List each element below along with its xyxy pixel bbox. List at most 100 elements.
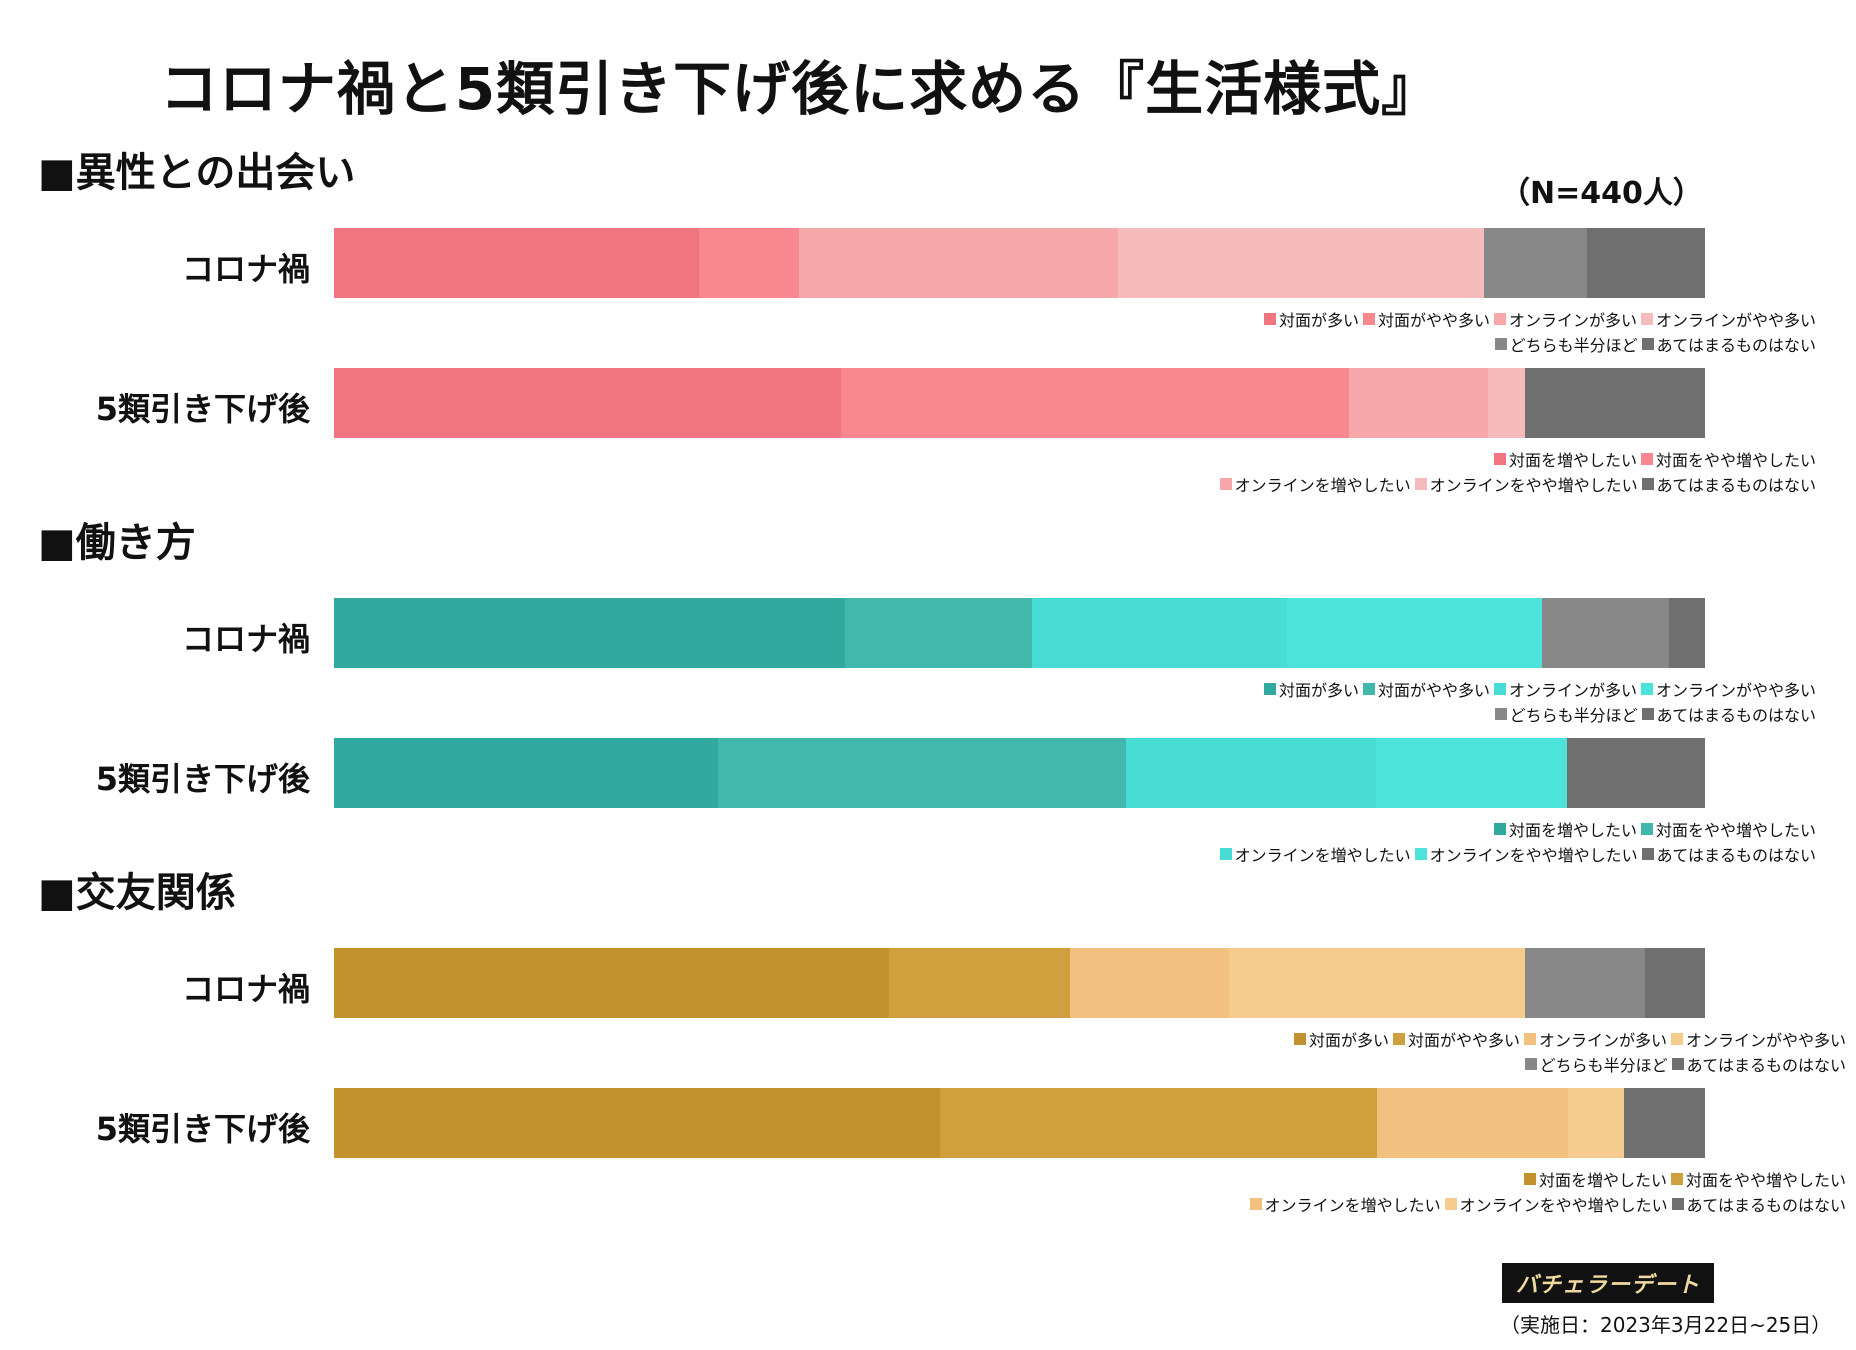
bar-caption: オンラインが多い 38.6%	[1074, 524, 1500, 565]
legend-swatch	[1494, 337, 1507, 350]
legend-swatch	[1670, 1172, 1683, 1185]
legend-line: オンラインを増やしたい オンラインをやや増やしたい あてはまるものはない	[1246, 1191, 1846, 1216]
legend-label: あてはまるものはない	[1686, 1195, 1846, 1215]
bar-segment	[1348, 368, 1489, 438]
legend-item: オンラインが多い	[1493, 307, 1637, 331]
legend-label: 対面をやや増やしたい	[1655, 450, 1816, 470]
bar-segment	[841, 368, 1349, 438]
bar-segment	[1525, 368, 1705, 438]
legend-label: どちらも半分ほど	[1509, 335, 1638, 355]
legend-item: 対面が多い	[1263, 307, 1359, 331]
legend-label: 対面がやや多い	[1377, 310, 1490, 330]
bar-segment	[1070, 948, 1230, 1018]
legend-swatch	[1641, 477, 1654, 490]
legend: 対面を増やしたい 対面をやや増やしたい オンラインを増やしたい オンラインをやや増やし…	[1216, 816, 1816, 866]
bar-caption: 対面が多い 33.9%	[407, 154, 726, 195]
legend-label: 対面をやや増やしたい	[1655, 820, 1816, 840]
bar-caption: オンラインが多い 50%	[948, 154, 1335, 195]
legend-label: オンラインがやや多い	[1655, 310, 1816, 330]
row-label: コロナ禍	[181, 620, 310, 658]
bar-segment	[889, 948, 1071, 1018]
bar-segment	[1566, 738, 1705, 808]
bar-caption: オンラインが多い 33.2%	[1085, 874, 1511, 915]
bar-segment	[334, 1088, 940, 1158]
legend-swatch	[1640, 682, 1653, 695]
bar-segment	[1525, 948, 1645, 1018]
legend-swatch	[1670, 1032, 1683, 1045]
bar-segment	[334, 598, 846, 668]
bar-segment	[1624, 1088, 1705, 1158]
legend-item: オンラインをやや増やしたい	[1444, 1192, 1668, 1216]
legend-label: オンラインを増やしたい	[1234, 475, 1411, 495]
legend-swatch	[1493, 682, 1506, 695]
legend-swatch	[1493, 312, 1506, 325]
bar-segment	[939, 1088, 1378, 1158]
legend-swatch	[1293, 1032, 1306, 1045]
row-label: 5類引き下げ後	[95, 1110, 310, 1148]
legend-line: どちらも半分ほど あてはまるものはない	[1521, 1051, 1846, 1076]
legend-swatch	[1640, 452, 1653, 465]
brand-name: バチェラーデート	[1515, 1273, 1700, 1298]
legend-line: どちらも半分ほど あてはまるものはない	[1491, 701, 1816, 726]
stacked-bar	[334, 738, 1705, 808]
section-title: ■働き方	[38, 520, 196, 566]
bar-segment	[1377, 1088, 1568, 1158]
legend-label: 対面がやや多い	[1407, 1030, 1520, 1050]
legend-item: あてはまるものはない	[1641, 332, 1816, 356]
bar-segment	[798, 228, 1119, 298]
sample-size-label: （N=440人）	[1500, 176, 1703, 211]
legend-swatch	[1641, 337, 1654, 350]
legend-swatch	[1640, 822, 1653, 835]
legend-label: あてはまるものはない	[1656, 705, 1816, 725]
legend-item: オンラインがやや多い	[1670, 1027, 1846, 1051]
legend-label: 対面を増やしたい	[1508, 450, 1637, 470]
legend-swatch	[1362, 682, 1375, 695]
legend-item: オンラインを増やしたい	[1219, 472, 1411, 496]
legend-swatch	[1493, 452, 1506, 465]
legend-swatch	[1219, 477, 1232, 490]
bar-segment	[1541, 598, 1670, 668]
legend-item: オンラインをやや増やしたい	[1414, 472, 1638, 496]
legend-label: 対面が多い	[1308, 1030, 1389, 1050]
stacked-bar	[334, 598, 1705, 668]
legend-item: オンラインが多い	[1523, 1027, 1667, 1051]
legend-line: 対面を増やしたい 対面をやや増やしたい	[1520, 1166, 1846, 1191]
chart-section-3: ■交友関係 コロナ禍 対面が多い 53.7% オンラインが多い 33.2% 対面が多い対…	[0, 860, 1856, 1220]
legend-swatch	[1640, 312, 1653, 325]
bar-segment	[1488, 368, 1526, 438]
legend-label: あてはまるものはない	[1656, 335, 1816, 355]
legend: 対面を増やしたい 対面をやや増やしたいオンラインを増やしたい オンラインをやや増やし…	[1216, 446, 1816, 496]
legend-item: オンラインをやや増やしたい	[1414, 842, 1638, 866]
legend-label: オンラインを増やしたい	[1234, 845, 1411, 865]
legend-swatch	[1523, 1032, 1536, 1045]
legend-line: オンラインを増やしたい オンラインをやや増やしたい あてはまるものはない	[1216, 841, 1816, 866]
legend-label: どちらも半分ほど	[1539, 1055, 1668, 1075]
legend-item: 対面が多い	[1263, 677, 1359, 701]
legend-swatch	[1414, 477, 1427, 490]
legend-label: あてはまるものはない	[1686, 1055, 1846, 1075]
bar-segment	[1126, 738, 1376, 808]
bar-segment	[698, 228, 799, 298]
legend-line: 対面を増やしたい 対面をやや増やしたい	[1490, 446, 1816, 471]
stacked-bar	[334, 228, 1705, 298]
legend-item: どちらも半分ほど	[1524, 1052, 1668, 1076]
legend-item: オンラインを増やしたい	[1219, 842, 1411, 866]
legend-swatch	[1671, 1057, 1684, 1070]
bar-segment	[1229, 948, 1526, 1018]
legend-line: 対面を増やしたい 対面をやや増やしたい	[1490, 816, 1816, 841]
legend-item: 対面を増やしたい	[1493, 447, 1637, 471]
legend-item: どちらも半分ほど	[1494, 702, 1638, 726]
legend-label: あてはまるものはない	[1656, 845, 1816, 865]
stacked-bar	[334, 948, 1705, 1018]
legend-swatch	[1641, 847, 1654, 860]
legend-label: どちらも半分ほど	[1509, 705, 1638, 725]
legend-swatch	[1641, 707, 1654, 720]
legend-swatch	[1444, 1197, 1457, 1210]
legend-swatch	[1263, 682, 1276, 695]
brand-logo: バチェラーデート	[1502, 1263, 1714, 1303]
section-title: ■交友関係	[38, 870, 236, 916]
bar-caption: 対面を増やしたい 74.0%	[628, 154, 1054, 195]
legend-item: 対面が多い	[1293, 1027, 1389, 1051]
legend-swatch	[1494, 707, 1507, 720]
survey-date: （実施日：2023年3月22日~25日）	[1500, 1313, 1832, 1337]
